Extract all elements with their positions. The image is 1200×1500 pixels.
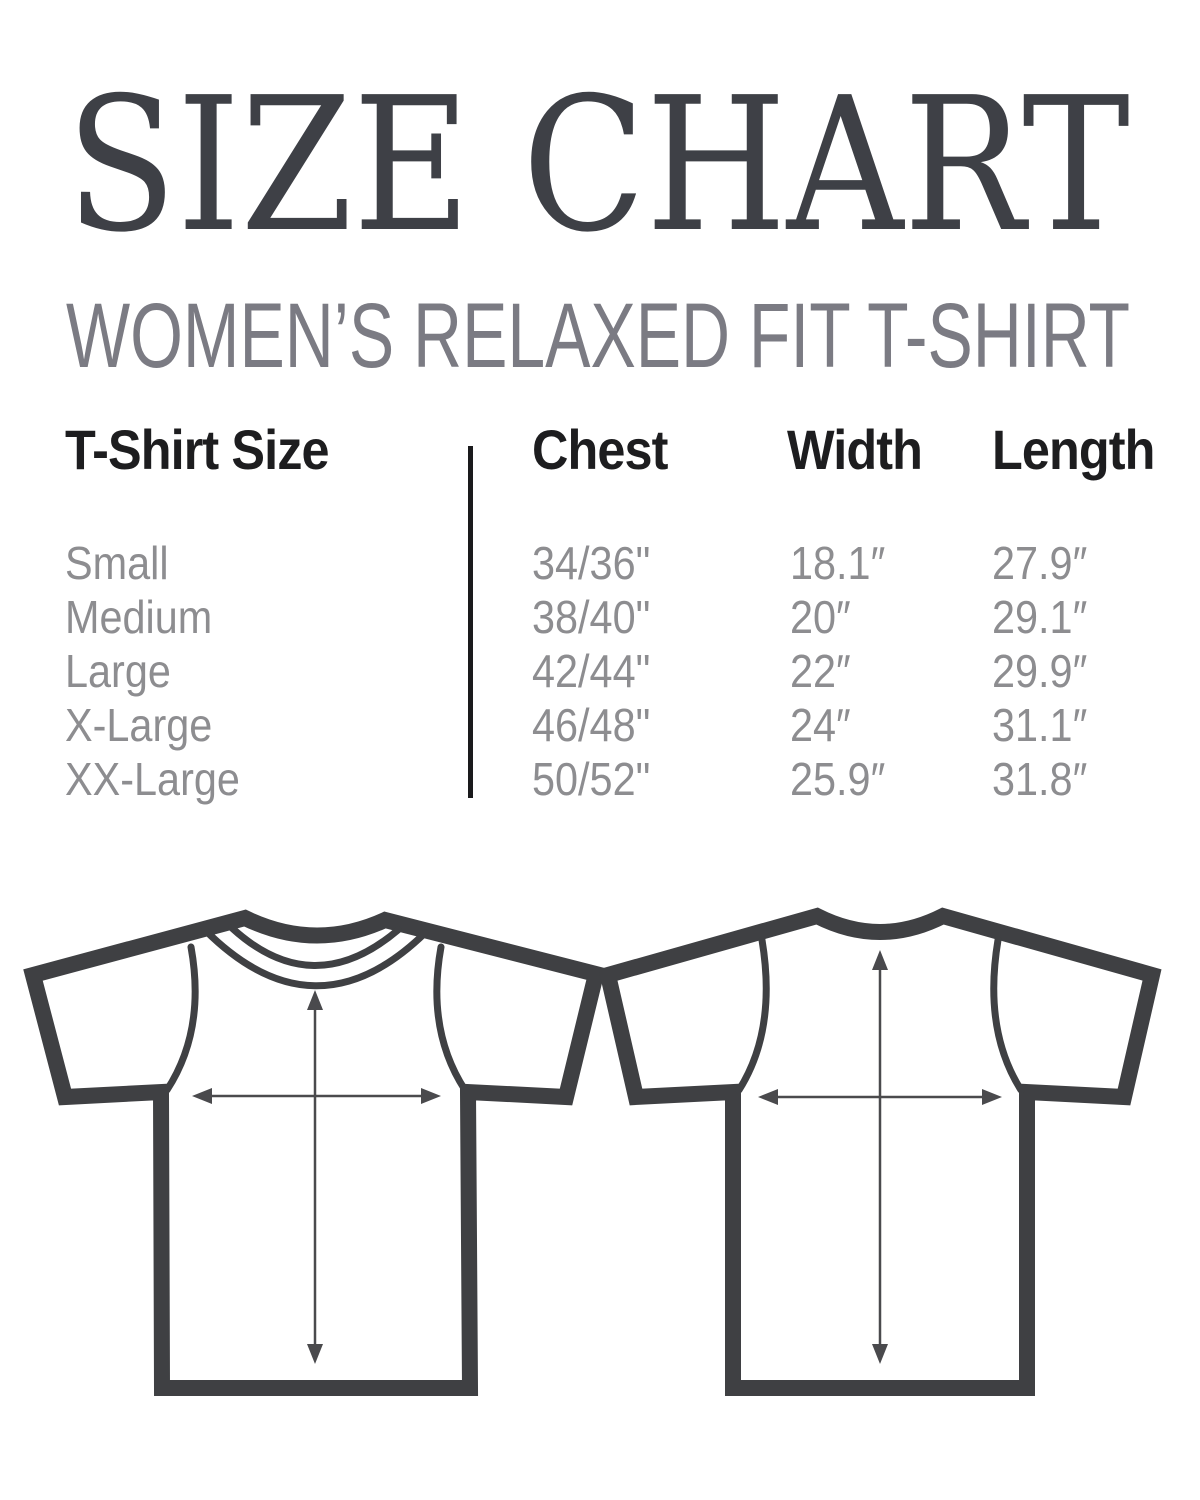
page-title: SIZE CHART	[66, 57, 1130, 273]
table-row-size: Medium	[65, 591, 213, 643]
table-row-length: 31.1″	[992, 699, 1088, 751]
table-row-size: Large	[65, 645, 171, 697]
column-header-chest: Chest	[532, 418, 668, 481]
column-header-size: T-Shirt Size	[65, 418, 330, 481]
table-row-length: 29.1″	[992, 591, 1088, 643]
table-row-chest: 34/36"	[532, 537, 651, 589]
front-width-arrow	[192, 1088, 441, 1104]
front-length-arrow	[307, 990, 323, 1364]
back-left-armhole-seam	[735, 936, 770, 1094]
tshirt-front-icon	[23, 909, 606, 1396]
table-row-size: X-Large	[65, 699, 213, 751]
table-row-size: XX-Large	[65, 753, 240, 805]
table-row-width: 22″	[790, 645, 851, 697]
table-row-chest: 50/52"	[532, 753, 651, 805]
collar-outer-arc	[201, 926, 429, 990]
table-row-size: Small	[65, 537, 169, 589]
table-row-width: 20″	[790, 591, 851, 643]
back-width-arrow	[758, 1089, 1002, 1105]
table-row-chest: 46/48"	[532, 699, 651, 751]
header-block: SIZE CHART WOMEN’S RELAXED FIT T-SHIRT	[66, 57, 1130, 387]
column-header-length: Length	[992, 418, 1155, 481]
tshirt-back-icon	[598, 907, 1162, 1396]
table-row-width: 18.1″	[790, 537, 886, 589]
table-row-width: 24″	[790, 699, 851, 751]
table-row-chest: 38/40"	[532, 591, 651, 643]
back-length-arrow	[872, 950, 888, 1364]
table-row-length: 27.9″	[992, 537, 1088, 589]
page-subtitle: WOMEN’S RELAXED FIT T-SHIRT	[66, 285, 1130, 387]
collar-inner-arc	[228, 924, 402, 969]
tshirt-diagrams	[23, 907, 1162, 1396]
column-header-width: Width	[787, 418, 923, 481]
front-right-armhole-seam	[433, 943, 469, 1094]
table-divider-line	[468, 446, 473, 798]
table-row-chest: 42/44"	[532, 645, 651, 697]
back-right-armhole-seam	[990, 936, 1025, 1094]
table-row-length: 29.9″	[992, 645, 1088, 697]
table-row-length: 31.8″	[992, 753, 1088, 805]
table-row-width: 25.9″	[790, 753, 886, 805]
front-left-armhole-seam	[163, 943, 199, 1094]
